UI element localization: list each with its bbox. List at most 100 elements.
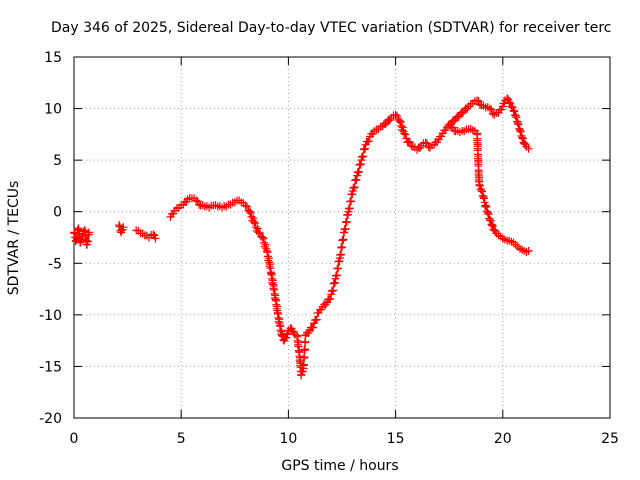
data-point — [326, 294, 335, 303]
axis-ticks — [73, 56, 611, 419]
data-point — [482, 203, 491, 212]
data-point — [85, 228, 94, 237]
data-point — [487, 220, 496, 229]
data-point — [424, 142, 433, 151]
data-point — [192, 196, 201, 205]
data-point — [513, 119, 522, 128]
data-point — [253, 224, 262, 233]
data-point — [242, 202, 251, 211]
data-point — [509, 238, 518, 247]
data-point — [396, 118, 405, 127]
data-point — [475, 180, 484, 189]
data-point — [518, 133, 527, 142]
y-tick-label: 15 — [44, 50, 62, 66]
data-point — [261, 240, 270, 249]
x-tick-label: 5 — [177, 431, 186, 447]
data-point — [473, 96, 482, 105]
data-point — [249, 214, 258, 223]
y-tick-label: 0 — [53, 205, 62, 221]
x-tick-label: 10 — [279, 431, 297, 447]
data-point — [309, 323, 318, 332]
data-point — [485, 104, 494, 113]
data-point — [312, 315, 321, 324]
data-point — [391, 110, 400, 119]
data-point — [299, 360, 308, 369]
data-point — [477, 186, 486, 195]
data-point — [255, 229, 264, 238]
data-point — [356, 160, 365, 169]
data-point — [421, 138, 430, 147]
data-point — [250, 218, 259, 227]
y-axis-label: SDTVAR / TECUs — [6, 181, 22, 296]
data-point — [488, 221, 497, 230]
data-point — [503, 94, 512, 103]
data-point — [486, 216, 495, 225]
data-point — [360, 144, 369, 153]
data-point — [475, 100, 484, 109]
y-tick-label: 10 — [44, 102, 62, 118]
y-tick-label: -10 — [39, 308, 62, 324]
data-point — [350, 183, 359, 192]
x-axis-label: GPS time / hours — [281, 458, 398, 474]
data-point — [404, 137, 413, 146]
y-tick-label: -20 — [39, 411, 62, 427]
x-tick-label: 25 — [601, 431, 619, 447]
data-point — [241, 201, 250, 210]
data-point — [478, 187, 487, 196]
data-point — [405, 138, 414, 147]
data-point — [282, 330, 291, 339]
data-point — [512, 113, 521, 122]
data-point — [516, 127, 525, 136]
data-point — [398, 123, 407, 132]
data-point — [300, 353, 309, 362]
data-point — [511, 111, 520, 120]
data-point — [397, 121, 406, 130]
data-point — [226, 200, 235, 209]
data-point — [254, 228, 263, 237]
data-point — [352, 175, 361, 184]
data-point — [524, 144, 533, 153]
data-point — [247, 212, 256, 221]
data-point — [251, 223, 260, 232]
data-point — [359, 152, 368, 161]
data-point — [282, 333, 291, 342]
data-point — [246, 208, 255, 217]
data-point — [149, 230, 158, 239]
data-point — [510, 107, 519, 116]
data-point — [509, 106, 518, 115]
data-point — [515, 126, 524, 135]
chart-title: Day 346 of 2025, Sidereal Day-to-day VTE… — [51, 20, 611, 36]
data-point — [395, 116, 404, 125]
data-point — [222, 202, 231, 211]
tick-labels: 0 5 10 15 20 25 -20 -15 -10 -5 0 5 10 15 — [39, 50, 619, 447]
data-point — [474, 97, 483, 106]
data-point — [400, 129, 409, 138]
x-tick-label: 20 — [494, 431, 512, 447]
data-point — [488, 221, 497, 230]
data-point — [119, 223, 128, 232]
data-point — [283, 329, 292, 338]
data-point — [300, 345, 309, 354]
data-point — [488, 109, 497, 118]
data-point — [487, 105, 496, 114]
y-tick-label: -15 — [39, 359, 62, 375]
data-point — [514, 120, 523, 129]
y-tick-label: 5 — [53, 153, 62, 169]
data-point — [481, 201, 490, 210]
data-point — [393, 111, 402, 120]
data-point — [329, 286, 338, 295]
data-point — [505, 98, 514, 107]
data-point — [507, 102, 516, 111]
data-point — [260, 238, 269, 247]
data-point — [281, 334, 290, 343]
data-point — [193, 197, 202, 206]
y-tick-label: -5 — [48, 256, 62, 272]
data-point — [423, 139, 432, 148]
data-point — [407, 141, 416, 150]
data-point — [505, 236, 514, 245]
data-points — [70, 94, 533, 380]
data-point — [475, 181, 484, 190]
data-point — [354, 167, 363, 176]
x-tick-label: 0 — [70, 431, 79, 447]
